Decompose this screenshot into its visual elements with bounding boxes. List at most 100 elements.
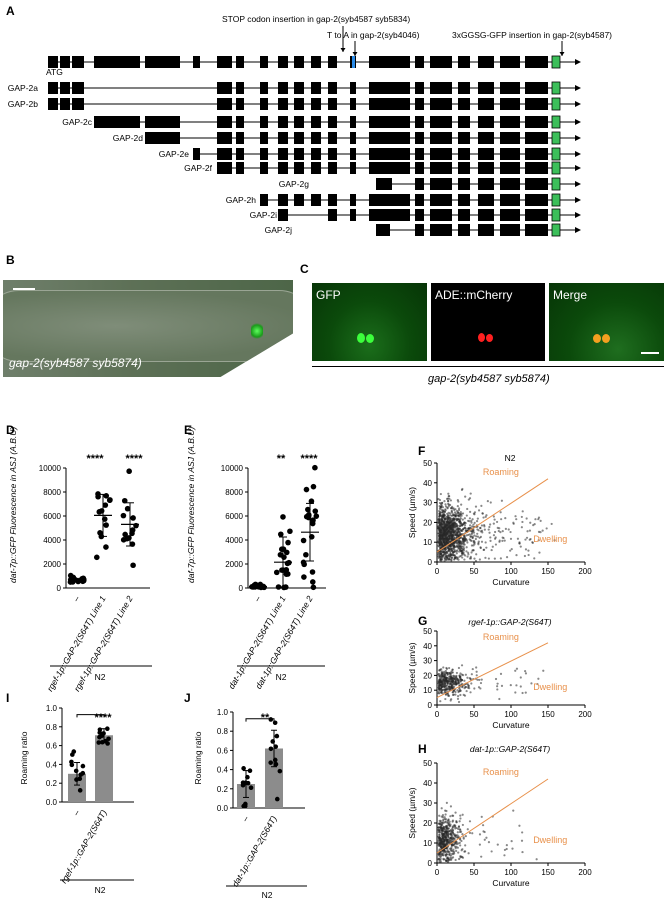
- chartF-data-point: [493, 557, 496, 560]
- chartF-data-point: [467, 553, 470, 556]
- chartF-data-point: [472, 539, 475, 543]
- gfp-exon: [551, 81, 561, 95]
- chartH-data-point: [452, 848, 455, 851]
- chartG-data-point: [439, 680, 443, 683]
- chartG-data-point: [515, 667, 519, 670]
- chartF-data-point: [515, 554, 518, 557]
- chartH-data-point: [441, 813, 445, 817]
- exon: [278, 148, 288, 160]
- chartF-data-point: [491, 545, 494, 548]
- chartG-data-point: [460, 679, 464, 682]
- chartF-data-point: [446, 497, 450, 500]
- chartJ-y-tick-label: 0.6: [217, 746, 229, 755]
- exon: [458, 82, 470, 94]
- chartF-data-point: [505, 556, 509, 559]
- chartH-data-point: [485, 836, 488, 839]
- chartH-x-tick-label: 50: [470, 868, 479, 877]
- t-to-a-mark: [352, 56, 355, 68]
- exon: [478, 194, 494, 206]
- exon: [500, 178, 520, 190]
- chartF-data-point: [463, 517, 466, 520]
- chartF-data-point: [470, 544, 474, 547]
- chartE-data-point: [308, 498, 315, 505]
- chartH-y-tick-label: 0: [428, 859, 433, 868]
- chartF-ylabel: Speed (µm/s): [407, 487, 417, 538]
- exon: [458, 162, 470, 174]
- chartF-data-point: [485, 546, 488, 549]
- chartH-data-point: [448, 841, 451, 844]
- chartF-data-point: [445, 536, 449, 539]
- chartJ-data-point: [245, 774, 250, 780]
- chartG-y-tick-label: 50: [423, 627, 432, 636]
- chartF-data-point: [449, 517, 452, 520]
- chartF-data-point: [449, 550, 452, 553]
- chartF-roaming-label: Roaming: [483, 467, 519, 477]
- exon: [260, 162, 268, 174]
- chartG-data-point: [440, 668, 443, 671]
- chartF-data-point: [452, 538, 455, 541]
- chartF-data-point: [466, 555, 469, 558]
- isoform-gap-2b-arrow: [575, 101, 581, 107]
- chartH-data-point: [462, 837, 465, 840]
- chartJ-data-point: [274, 733, 280, 739]
- chartF-data-point: [454, 556, 457, 560]
- chartF-data-point: [475, 553, 478, 556]
- chartF-data-point: [457, 541, 460, 544]
- exon: [478, 148, 494, 160]
- chartH-data-point: [440, 807, 443, 810]
- chartH-data-point: [441, 829, 444, 832]
- chartH-data-point: [447, 850, 450, 853]
- chartF-data-point: [450, 527, 453, 530]
- exon: [430, 56, 452, 68]
- chartH-data-point: [503, 848, 507, 852]
- chartF-data-point: [514, 515, 517, 518]
- chartF-data-point: [457, 514, 460, 518]
- chartF-data-point: [526, 530, 529, 533]
- annotation-arrowhead: [559, 52, 565, 56]
- chartF-data-point: [492, 522, 495, 525]
- chartJ-data-point: [274, 796, 280, 802]
- chartH-data-point: [520, 839, 524, 842]
- chartJ-y-tick-label: 0.2: [217, 785, 229, 794]
- chartF-data-point: [437, 527, 441, 530]
- chartH-x-tick-label: 150: [541, 868, 555, 877]
- chartF-data-point: [461, 523, 464, 526]
- chartF-data-point: [501, 536, 504, 539]
- chartF-data-point: [520, 515, 523, 519]
- chartF-data-point: [446, 558, 450, 561]
- panel-i-strain: N2: [95, 885, 106, 895]
- chartF-data-point: [475, 520, 479, 523]
- chartG-data-point: [438, 685, 441, 689]
- chartD-data-point: [126, 468, 132, 475]
- chartG-data-point: [444, 679, 448, 682]
- chartF-data-point: [452, 526, 456, 529]
- chartF-data-point: [456, 517, 459, 520]
- exon: [294, 98, 304, 110]
- chartE-data-point: [285, 571, 291, 577]
- chartH-data-point: [439, 838, 442, 842]
- chartH-data-point: [447, 859, 450, 862]
- chartF-data-point: [441, 538, 445, 542]
- chartI-y-tick-label: 0.4: [46, 760, 58, 769]
- chartF-data-point: [442, 523, 446, 526]
- chartF-dwelling-label: Dwelling: [533, 534, 567, 544]
- chartH-data-point: [456, 846, 459, 849]
- chartF-data-point: [443, 532, 446, 535]
- chartF-data-point: [440, 505, 443, 508]
- exon: [415, 178, 424, 190]
- chartG-data-point: [441, 682, 444, 685]
- chartG-data-point: [530, 682, 533, 685]
- chartF-data-point: [553, 539, 556, 542]
- chartF-data-point: [455, 527, 458, 530]
- chartF-data-point: [493, 518, 496, 521]
- chartF-data-point: [447, 495, 450, 498]
- exon: [294, 116, 304, 128]
- chartF-data-point: [462, 540, 465, 544]
- chartF-data-point: [443, 514, 446, 517]
- chartF-data-point: [476, 535, 479, 538]
- chartJ-data-point: [245, 780, 251, 786]
- chartG-data-point: [442, 679, 446, 682]
- chartG-data-point: [451, 691, 454, 694]
- chartG-data-point: [496, 685, 499, 688]
